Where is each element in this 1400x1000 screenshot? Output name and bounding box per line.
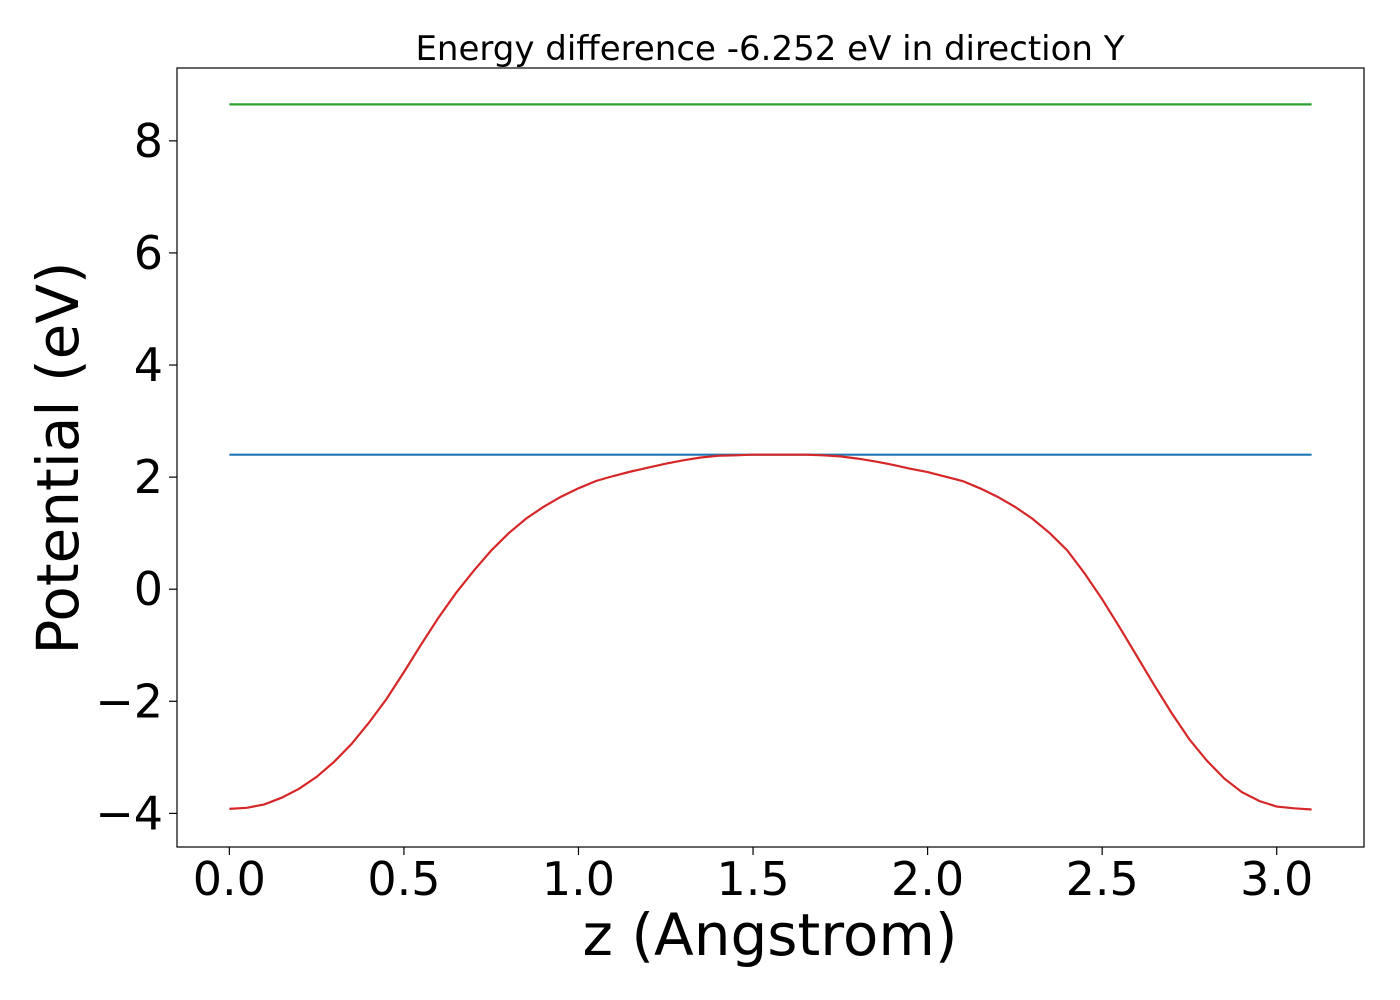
plot-lines <box>229 103 1312 811</box>
x-tick-label: 2.5 <box>1066 852 1139 906</box>
x-tick-label: 2.0 <box>891 852 964 906</box>
y-axis: −4 −2 0 2 4 6 8 <box>95 114 177 840</box>
y-tick-label: −2 <box>95 674 163 728</box>
x-tick-label: 0.5 <box>367 852 440 906</box>
x-axis-label: z (Angstrom) <box>583 901 958 969</box>
x-tick-label: 1.5 <box>716 852 789 906</box>
y-tick-label: 6 <box>134 226 163 280</box>
x-tick-label: 3.0 <box>1240 852 1313 906</box>
x-tick-label: 0.0 <box>193 852 266 906</box>
y-axis-label: Potential (eV) <box>24 261 92 654</box>
y-tick-label: −4 <box>95 786 163 840</box>
series-line-2 <box>229 453 1312 811</box>
x-tick-label: 1.0 <box>542 852 615 906</box>
chart-title: Energy difference -6.252 eV in direction… <box>415 29 1124 69</box>
y-tick-label: 2 <box>134 450 163 504</box>
y-tick-label: 8 <box>134 114 163 168</box>
x-axis: 0.0 0.5 1.0 1.5 2.0 2.5 3.0 <box>193 847 1313 906</box>
plot-frame <box>176 67 1365 848</box>
y-tick-label: 0 <box>134 562 163 616</box>
y-tick-label: 4 <box>134 338 163 392</box>
